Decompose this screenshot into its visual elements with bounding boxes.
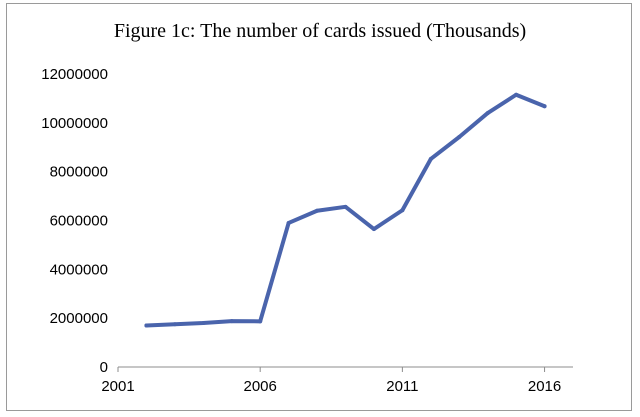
data-point xyxy=(258,319,263,324)
y-tick-label: 10000000 xyxy=(41,115,108,132)
x-tick-label: 2001 xyxy=(101,378,134,395)
data-point xyxy=(343,204,348,209)
y-tick-label: 12000000 xyxy=(41,66,108,83)
y-tick-label: 8000000 xyxy=(50,164,108,181)
data-point xyxy=(485,111,490,116)
x-axis: 2001 2006 2011 2016 xyxy=(101,366,573,395)
y-tick-label: 6000000 xyxy=(50,213,108,230)
data-point xyxy=(514,92,519,97)
data-point xyxy=(400,208,405,213)
data-point xyxy=(201,321,206,326)
chart-title: Figure 1c: The number of cards issued (T… xyxy=(113,20,527,42)
data-point xyxy=(315,208,320,213)
data-point xyxy=(428,156,433,161)
y-tick-label: 0 xyxy=(100,359,108,376)
data-point xyxy=(286,220,291,225)
data-point xyxy=(371,227,376,232)
series-line xyxy=(144,92,547,328)
data-point xyxy=(542,104,547,109)
y-tick-label: 2000000 xyxy=(50,310,108,327)
y-tick-label: 4000000 xyxy=(50,261,108,278)
data-point xyxy=(229,319,234,324)
data-point xyxy=(172,322,177,327)
series-group xyxy=(144,92,547,328)
x-tick-label: 2011 xyxy=(386,378,418,395)
y-axis: 0 2000000 4000000 6000000 8000000 10000000 120… xyxy=(41,66,108,376)
chart-frame xyxy=(6,3,632,411)
data-point xyxy=(457,134,462,139)
data-point xyxy=(144,323,149,328)
x-tick-label: 2006 xyxy=(244,378,277,395)
x-tick-label: 2016 xyxy=(528,378,561,395)
